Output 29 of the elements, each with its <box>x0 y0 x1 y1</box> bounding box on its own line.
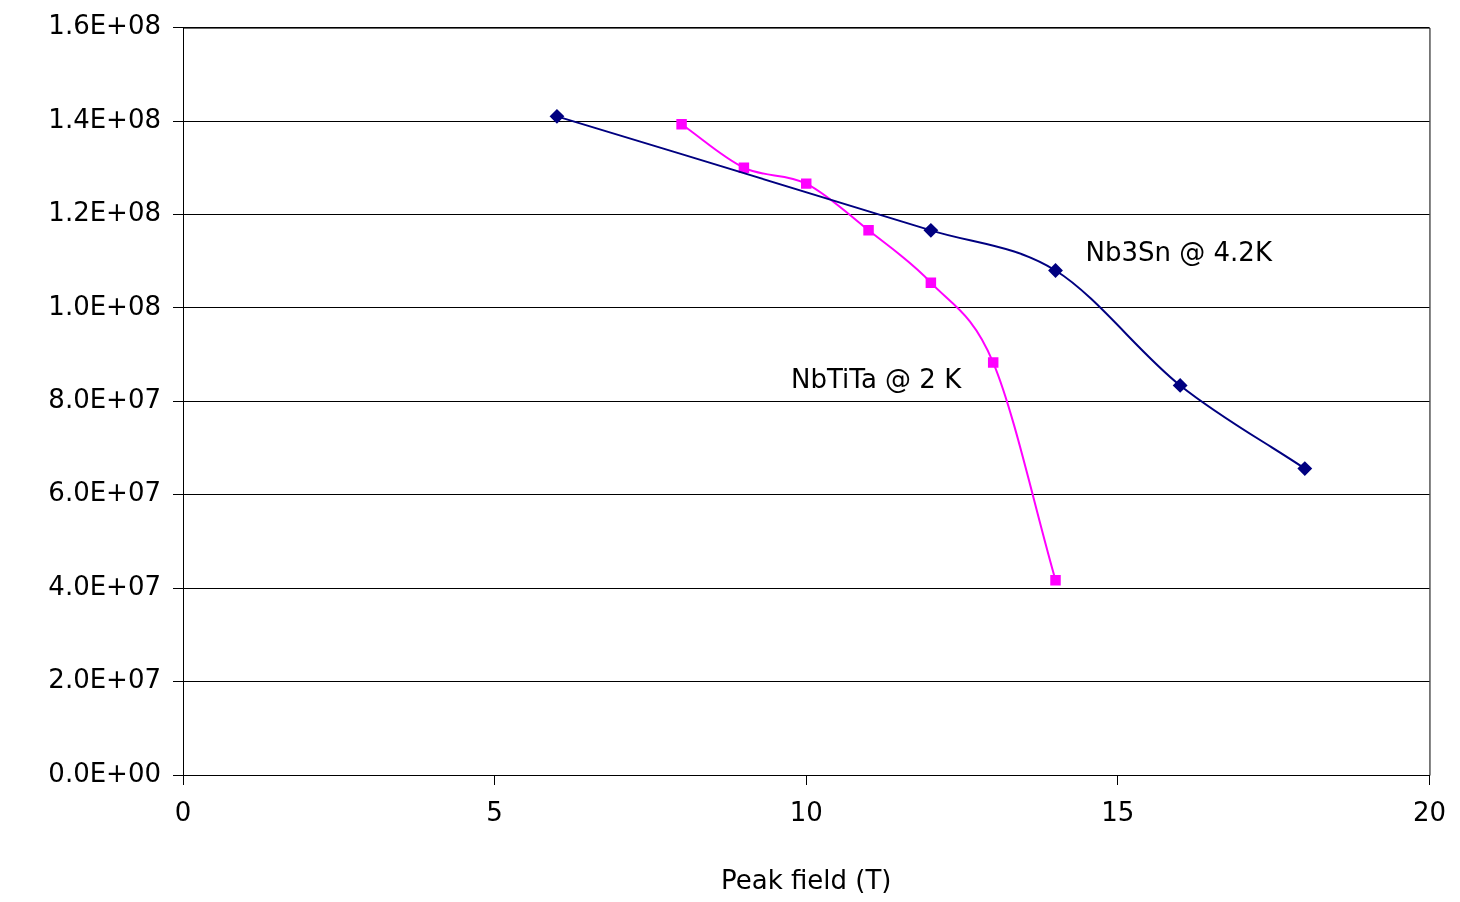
y-tick-label: 2.0E+07 <box>48 664 161 695</box>
x-axis-title: Peak field (T) <box>720 865 892 896</box>
point <box>925 277 937 288</box>
series-label: NbTiTa @ 2 K <box>791 364 963 395</box>
y-tick-label: 8.0E+07 <box>48 384 161 415</box>
x-tick-label: 0 <box>174 797 192 828</box>
series-label: Nb3Sn @ 4.2K <box>1085 237 1273 268</box>
point <box>1050 574 1061 586</box>
point <box>1297 461 1312 476</box>
x-tick-label: 20 <box>1412 797 1446 828</box>
point <box>738 162 750 173</box>
y-tick-label: 1.2E+08 <box>48 197 161 228</box>
point <box>863 225 874 236</box>
x-tick-label: 5 <box>486 797 503 828</box>
y-tick-label: 1.4E+08 <box>48 103 161 134</box>
point <box>549 109 564 124</box>
y-tick-label: 1.6E+08 <box>48 10 161 41</box>
y-tick-label: 1.0E+08 <box>48 290 161 321</box>
point <box>923 223 938 238</box>
y-tick-label: 6.0E+07 <box>48 477 161 508</box>
point <box>1173 378 1188 393</box>
y-tick-label: 0.0E+00 <box>48 757 161 788</box>
y-tick-label: 4.0E+07 <box>48 570 161 601</box>
point <box>987 357 999 368</box>
point <box>676 119 687 130</box>
x-tick-label: 10 <box>789 797 823 828</box>
x-tick-label: 15 <box>1101 797 1135 828</box>
point <box>800 178 812 189</box>
point <box>1048 263 1063 278</box>
